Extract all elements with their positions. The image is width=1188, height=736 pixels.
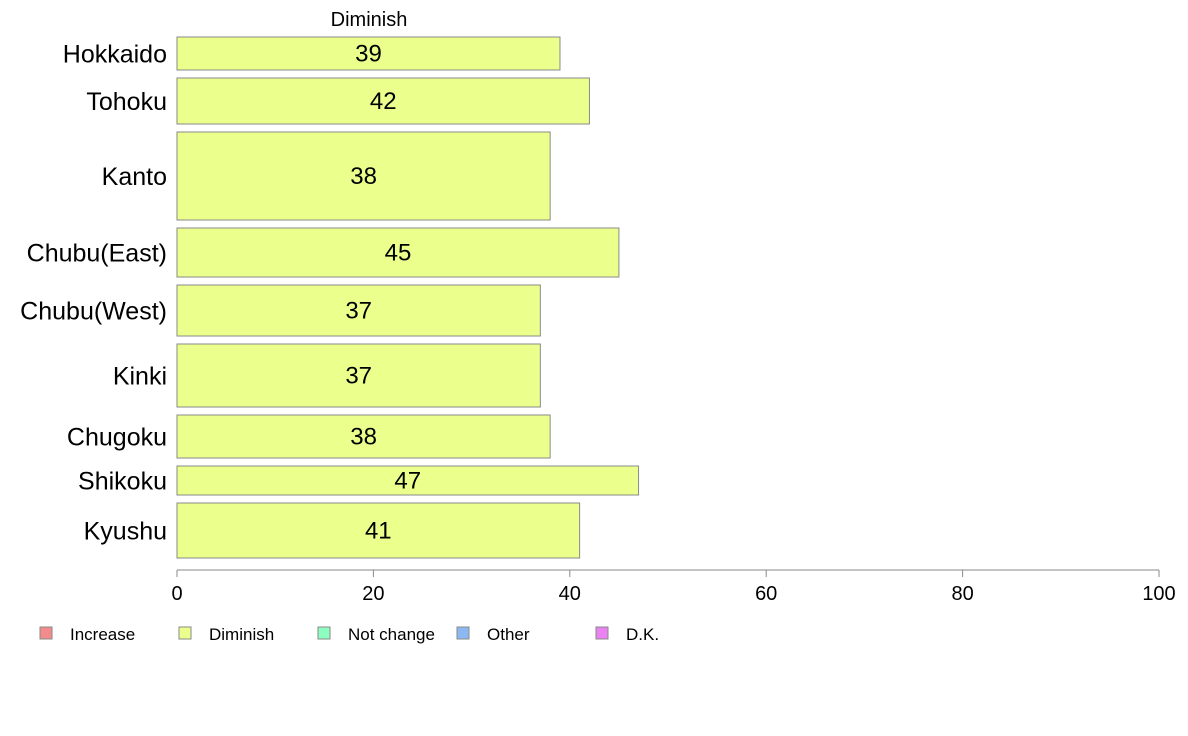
legend-label: Diminish	[209, 625, 274, 644]
category-label: Hokkaido	[63, 41, 167, 69]
x-axis: 0 20 40 60 80 100	[171, 569, 1176, 605]
legend-label: Other	[487, 625, 530, 644]
legend-swatch	[456, 626, 470, 640]
legend-label: D.K.	[626, 625, 659, 644]
category-label: Chubu(West)	[20, 298, 167, 326]
bar-value-label: 39	[355, 41, 382, 68]
bar-tohoku	[176, 77, 590, 125]
category-label: Kanto	[102, 163, 167, 191]
bar-value-label: 37	[345, 363, 372, 390]
x-tick-label: 20	[362, 583, 384, 605]
bar-value-label: 42	[370, 88, 397, 115]
bar-chubu-west-	[176, 284, 541, 337]
legend-swatch	[178, 626, 192, 640]
bar-value-label: 41	[365, 518, 392, 545]
legend: Increase Diminish Not change Other D.K.	[39, 625, 659, 644]
category-label: Chubu(East)	[27, 240, 167, 268]
bar-chugoku	[176, 414, 551, 459]
x-tick-label: 60	[755, 583, 777, 605]
bar-hokkaido	[176, 36, 561, 71]
category-label: Tohoku	[86, 88, 167, 116]
x-tick-label: 40	[559, 583, 581, 605]
legend-swatch	[39, 626, 53, 640]
bar-value-label: 37	[345, 298, 372, 325]
panel-title: Diminish	[331, 9, 408, 31]
bar-kyushu	[176, 502, 581, 559]
bar-kanto	[176, 131, 551, 221]
bars-group: Hokkaido 39 Tohoku 42 Kanto 38 Chubu(East) 45 Ch…	[20, 36, 640, 559]
legend-swatch	[595, 626, 609, 640]
legend-label: Not change	[348, 625, 435, 644]
bar-kinki	[176, 343, 541, 408]
bar-value-label: 47	[394, 468, 421, 495]
category-label: Kinki	[113, 363, 167, 391]
x-tick-label: 80	[951, 583, 973, 605]
bar-chubu-east-	[176, 227, 620, 278]
bar-shikoku	[176, 465, 640, 496]
x-tick-label: 100	[1142, 583, 1175, 605]
bar-value-label: 45	[385, 240, 412, 267]
category-label: Kyushu	[84, 518, 167, 546]
legend-label: Increase	[70, 625, 135, 644]
category-label: Shikoku	[78, 468, 167, 496]
bar-value-label: 38	[350, 424, 377, 451]
legend-swatch	[317, 626, 331, 640]
x-tick-label: 0	[171, 583, 182, 605]
category-label: Chugoku	[67, 424, 167, 452]
bar-value-label: 38	[350, 163, 377, 190]
